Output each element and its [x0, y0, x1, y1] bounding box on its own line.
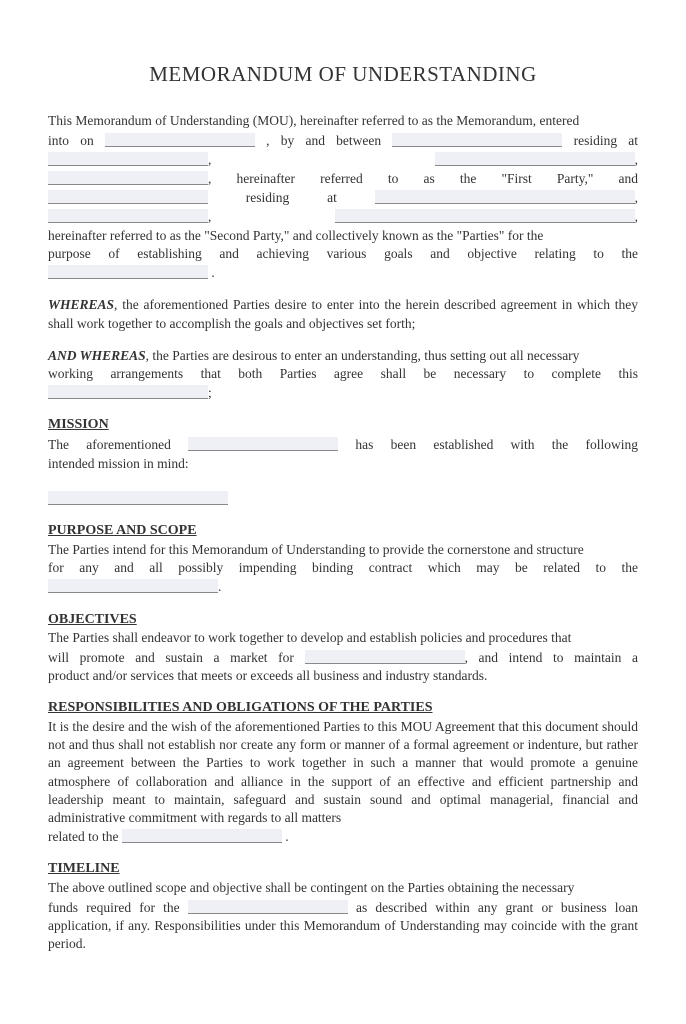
responsibilities-text: .	[285, 829, 288, 844]
objectives-text: will promote and sustain a market for	[48, 650, 294, 665]
whereas-body: , the Parties are desirous to enter an u…	[146, 348, 580, 363]
purpose-section: PURPOSE AND SCOPE The Parties intend for…	[48, 522, 638, 597]
objectives-line2: will promote and sustain a market for , …	[48, 648, 638, 667]
whereas-lead: WHEREAS	[48, 297, 114, 312]
whereas-line: working arrangements that both Parties a…	[48, 365, 638, 383]
objectives-line3: product and/or services that meets or ex…	[48, 667, 638, 685]
blank-address1a[interactable]	[48, 152, 208, 166]
intro-text: ,	[635, 190, 638, 205]
mission-text: The aforementioned	[48, 437, 171, 452]
intro-line1: This Memorandum of Understanding (MOU), …	[48, 112, 638, 130]
mission-head: MISSION	[48, 416, 638, 435]
blank-mission-statement[interactable]	[48, 491, 228, 505]
timeline-section: TIMELINE The above outlined scope and ob…	[48, 860, 638, 953]
intro-text: .	[211, 265, 214, 280]
whereas-lead: AND WHEREAS	[48, 348, 146, 363]
blank-address1c[interactable]	[48, 171, 208, 185]
blank-subject[interactable]	[48, 385, 208, 399]
whereas-text: ;	[208, 385, 212, 400]
responsibilities-line7: related to the .	[48, 827, 638, 846]
page-title: MEMORANDUM OF UNDERSTANDING	[48, 60, 638, 88]
purpose-line1: The Parties intend for this Memorandum o…	[48, 541, 638, 559]
blank-address2a[interactable]	[375, 190, 635, 204]
whereas-line3: ;	[48, 383, 638, 402]
timeline-text: as described within any grant or busines…	[356, 900, 638, 915]
intro-text: ,	[208, 209, 211, 224]
intro-text: ,	[208, 171, 211, 186]
responsibilities-text: related to the	[48, 829, 118, 844]
mission-line1: The aforementioned has been established …	[48, 435, 638, 454]
intro-text: ,	[635, 152, 638, 167]
mission-text: has been established with the following	[355, 437, 638, 452]
blank-funds[interactable]	[188, 900, 348, 914]
intro-text: ,	[635, 209, 638, 224]
intro-text: hereinafter referred to as the "First Pa…	[237, 171, 639, 186]
intro-line6: , ,	[48, 207, 638, 226]
blank-purpose-contract[interactable]	[48, 579, 218, 593]
timeline-line2: funds required for the as described with…	[48, 898, 638, 917]
whereas-1: WHEREAS, the aforementioned Parties desi…	[48, 296, 638, 332]
timeline-head: TIMELINE	[48, 860, 638, 879]
responsibilities-section: RESPONSIBILITIES AND OBLIGATIONS OF THE …	[48, 699, 638, 846]
blank-party2-name[interactable]	[48, 190, 208, 204]
blank-related-to[interactable]	[122, 829, 282, 843]
objectives-text: , and intend to maintain a	[465, 650, 638, 665]
intro-line5: residing at ,	[48, 188, 638, 207]
blank-party1-name[interactable]	[392, 133, 562, 147]
intro-paragraph: This Memorandum of Understanding (MOU), …	[48, 112, 638, 282]
intro-line4: , hereinafter referred to as the "First …	[48, 169, 638, 188]
blank-address2b[interactable]	[48, 209, 208, 223]
blank-date[interactable]	[105, 133, 255, 147]
objectives-line1: The Parties shall endeavor to work toget…	[48, 629, 638, 647]
blank-market[interactable]	[305, 650, 465, 664]
mission-section: MISSION The aforementioned has been esta…	[48, 416, 638, 508]
blank-mission-name[interactable]	[188, 437, 338, 451]
purpose-text: .	[218, 579, 221, 594]
intro-text: , by and between	[266, 133, 381, 148]
intro-line3: , ,	[48, 150, 638, 169]
intro-line7: hereinafter referred to as the "Second P…	[48, 227, 638, 245]
purpose-head: PURPOSE AND SCOPE	[48, 522, 638, 541]
purpose-line2: for any and all possibly impending bindi…	[48, 559, 638, 577]
blank-purpose-subject[interactable]	[48, 265, 208, 279]
responsibilities-body: It is the desire and the wish of the afo…	[48, 718, 638, 827]
intro-text: into on	[48, 133, 94, 148]
whereas-body: , the aforementioned Parties desire to e…	[48, 297, 638, 330]
intro-text: ,	[208, 152, 211, 167]
intro-text: residing at	[574, 133, 638, 148]
blank-address1b[interactable]	[435, 152, 635, 166]
intro-line9: .	[48, 263, 638, 282]
objectives-head: OBJECTIVES	[48, 611, 638, 630]
timeline-line1: The above outlined scope and objective s…	[48, 879, 638, 897]
purpose-line3: .	[48, 577, 638, 596]
intro-line8: purpose of establishing and achieving va…	[48, 245, 638, 263]
objectives-section: OBJECTIVES The Parties shall endeavor to…	[48, 611, 638, 686]
timeline-text: funds required for the	[48, 900, 180, 915]
intro-line2: into on , by and between residing at	[48, 131, 638, 150]
responsibilities-head: RESPONSIBILITIES AND OBLIGATIONS OF THE …	[48, 699, 638, 718]
blank-address2c[interactable]	[335, 209, 635, 223]
whereas-2: AND WHEREAS, the Parties are desirous to…	[48, 347, 638, 403]
mission-line2: intended mission in mind:	[48, 455, 638, 473]
intro-text: residing at	[246, 190, 337, 205]
timeline-line3: application, if any. Responsibilities un…	[48, 917, 638, 953]
